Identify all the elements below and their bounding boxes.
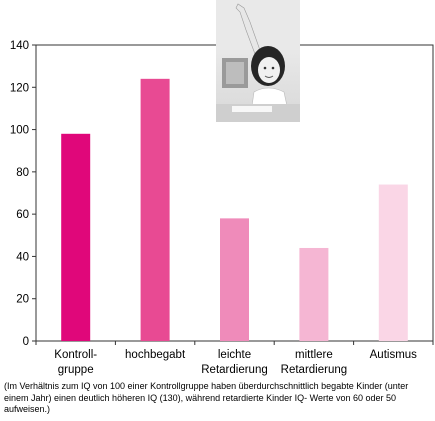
bar bbox=[299, 247, 329, 341]
bar bbox=[140, 78, 170, 341]
x-tick-label: Retardierung bbox=[281, 364, 347, 376]
x-tick-label: gruppe bbox=[58, 364, 94, 376]
y-tick-label: 0 bbox=[23, 336, 29, 348]
y-tick-label: 60 bbox=[16, 209, 29, 221]
x-tick-label: hochbegabt bbox=[125, 349, 186, 361]
y-tick-label: 140 bbox=[10, 40, 29, 52]
y-tick-label: 20 bbox=[16, 294, 29, 306]
x-tick-label: Autismus bbox=[370, 349, 418, 361]
x-tick-label: mittlere bbox=[295, 349, 333, 361]
x-tick-label: Kontroll- bbox=[54, 349, 97, 361]
y-tick-label: 80 bbox=[16, 167, 29, 179]
bar bbox=[220, 218, 249, 341]
y-tick-label: 100 bbox=[10, 125, 29, 137]
y-axis: 0 20 40 60 80 100 120 140 bbox=[10, 40, 36, 348]
x-axis: Kontroll-gruppe hochbegabt leichte Retardie… bbox=[35, 341, 434, 376]
bars bbox=[61, 78, 408, 341]
bar bbox=[61, 133, 91, 341]
y-tick-label: 40 bbox=[16, 251, 29, 263]
x-tick-label: leichte bbox=[218, 349, 251, 361]
x-tick-label: Retardierung bbox=[201, 364, 267, 376]
bar bbox=[378, 184, 408, 341]
chart-caption: (Im Verhältnis zum IQ von 100 einer Kont… bbox=[4, 381, 409, 414]
girl-raising-hand-photo bbox=[216, 0, 300, 122]
y-tick-label: 120 bbox=[10, 82, 29, 94]
